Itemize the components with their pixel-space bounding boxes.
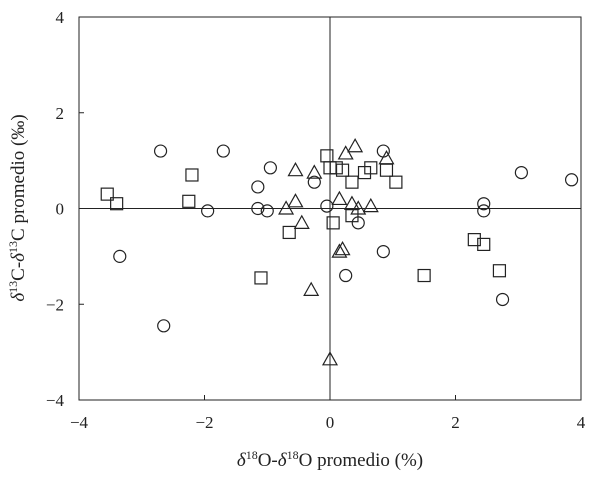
circle-point (514, 165, 528, 180)
square-point (379, 163, 394, 177)
triangle-point (350, 200, 367, 215)
triangle-point (378, 150, 395, 165)
circle-point (477, 197, 491, 211)
circle-point (320, 199, 334, 213)
triangle-point (331, 243, 348, 258)
x-tick-label: 0 (326, 413, 335, 432)
square-point (110, 197, 124, 211)
circle-point (307, 175, 321, 189)
circle-point (201, 204, 215, 218)
triangle-point (334, 240, 351, 256)
y-tick-label: 0 (56, 200, 65, 219)
triangle-point (331, 190, 348, 206)
triangle-point (293, 214, 310, 229)
square-point (254, 271, 268, 285)
circle-point (376, 244, 390, 259)
triangle-point (303, 281, 320, 296)
square-point (335, 163, 350, 177)
circle-point (260, 204, 274, 218)
y-tick-label: −4 (46, 391, 65, 410)
x-tick-label: 4 (577, 413, 586, 432)
triangle-point (362, 197, 379, 213)
y-tick-label: 4 (56, 8, 65, 27)
y-tick-label: −2 (46, 295, 64, 314)
circle-point (251, 180, 265, 194)
square-point (282, 225, 296, 240)
circle-point (157, 319, 171, 333)
square-point (364, 161, 378, 175)
triangle-point (337, 145, 354, 160)
square-point (100, 187, 114, 201)
square-point (326, 216, 340, 230)
x-axis-title: δ18O-δ18O promedio (%) (237, 448, 423, 471)
circle-point (339, 268, 353, 283)
triangle-point (287, 193, 304, 208)
square-point (417, 268, 431, 283)
square-point (320, 149, 334, 163)
y-axis-title: δ13C-δ13C promedio (‰) (6, 114, 29, 301)
triangle-point (306, 164, 323, 179)
circle-point (216, 144, 230, 158)
triangle-point (278, 200, 295, 215)
square-point (467, 233, 481, 247)
circle-point (477, 204, 491, 218)
triangle-point (343, 195, 360, 210)
square-point (492, 264, 507, 278)
circle-point (495, 292, 510, 307)
square-point (389, 175, 403, 189)
x-tick-label: −2 (195, 413, 213, 432)
square-point (182, 194, 196, 208)
circle-point (564, 173, 579, 187)
x-tick-label: −4 (70, 413, 89, 432)
y-tick-label: 2 (56, 104, 65, 123)
data-markers (100, 138, 579, 366)
square-point (345, 175, 359, 189)
triangle-point (321, 351, 339, 366)
circle-point (153, 144, 168, 158)
circle-point (251, 201, 265, 216)
circle-point (113, 249, 127, 263)
axis-ticks (78, 16, 582, 401)
square-point (477, 237, 491, 252)
square-point (185, 168, 199, 182)
x-tick-label: 2 (451, 413, 460, 432)
tick-labels: −4 −2 0 2 4 4 2 0 −2 −4 (46, 8, 586, 432)
triangle-point (287, 161, 304, 177)
triangle-point (347, 138, 364, 153)
circle-point (263, 161, 277, 175)
circle-point (376, 144, 390, 158)
